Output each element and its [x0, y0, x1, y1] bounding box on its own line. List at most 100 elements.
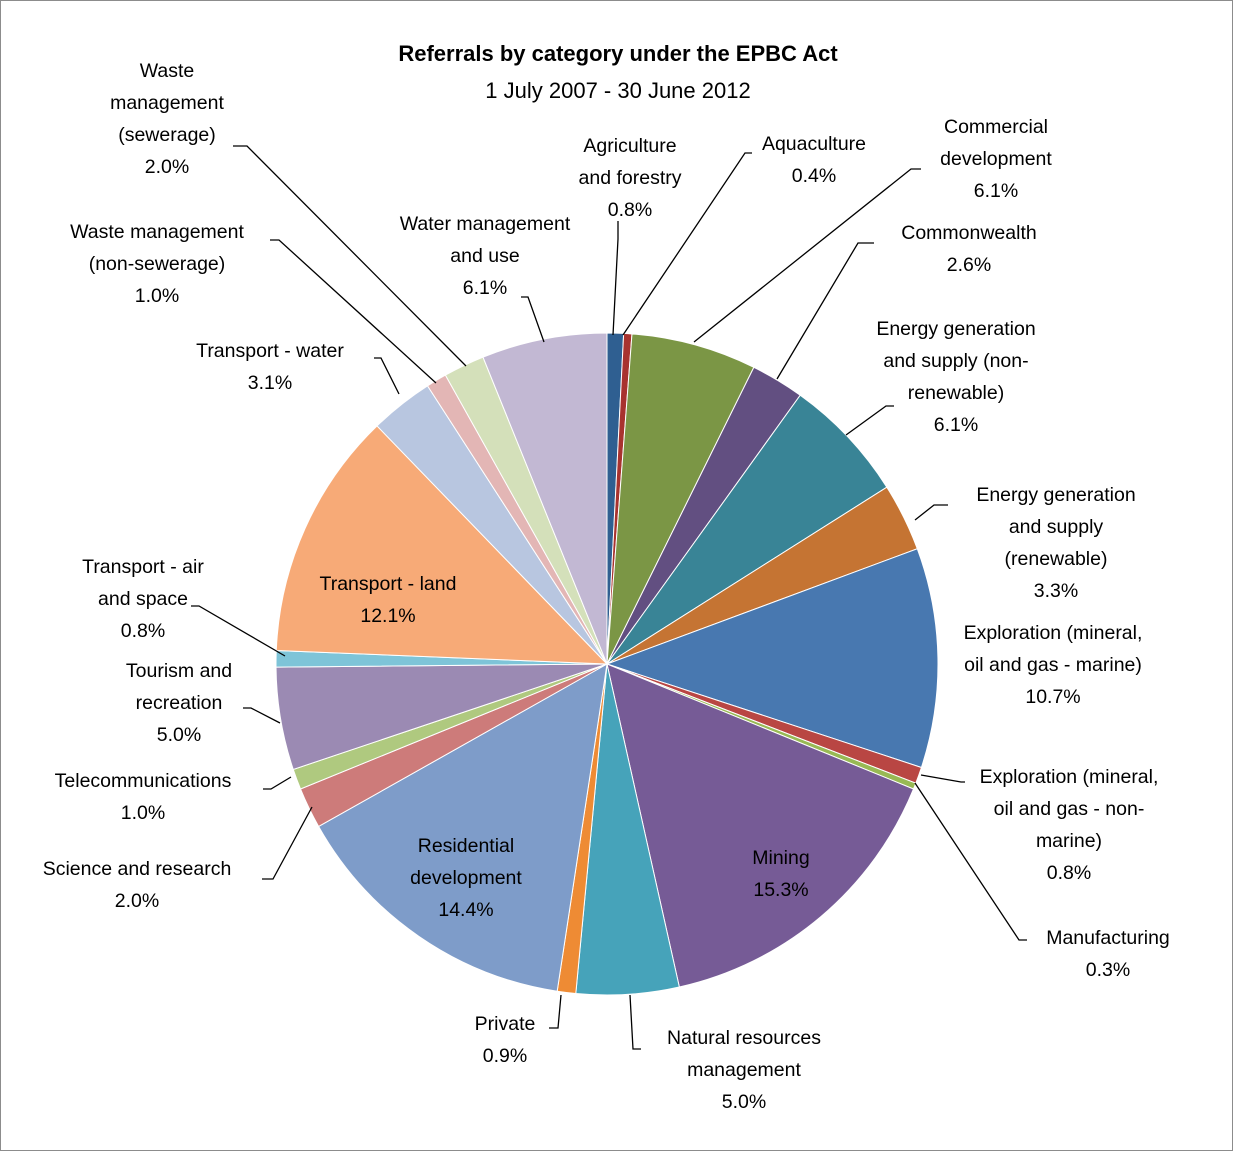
data-label: Exploration (mineral, oil and gas - non-m… [980, 766, 1159, 884]
data-label-line: Transport - land [320, 573, 457, 595]
data-label-line: 14.4% [438, 899, 493, 921]
data-label-line: and supply (non- [883, 350, 1028, 372]
data-label: Science and research 2.0% [43, 858, 232, 912]
data-label-line: 6.1% [934, 414, 978, 436]
data-label-line: recreation [136, 692, 223, 714]
data-label-line: Transport - water [196, 340, 344, 362]
data-label-line: 6.1% [974, 180, 1018, 202]
data-label-line: 2.0% [115, 890, 159, 912]
data-label: Natural resources management 5.0% [667, 1027, 821, 1113]
data-label-line: and forestry [579, 167, 682, 189]
data-label: Telecommunications 1.0% [55, 770, 232, 824]
data-label-line: and use [450, 245, 519, 267]
data-label-line: 5.0% [157, 724, 201, 746]
data-label-line: 0.8% [121, 620, 165, 642]
data-label-line: Exploration (mineral, [964, 622, 1143, 644]
data-label: Agriculture and forestry 0.8% [579, 135, 682, 221]
pie-slice [317, 663, 608, 992]
data-label: Transport - air and space 0.8% [82, 556, 204, 642]
data-label-line: Mining [752, 847, 809, 869]
data-label-line: Science and research [43, 858, 232, 880]
pie-slices [275, 332, 939, 996]
data-label-line: 2.0% [145, 156, 189, 178]
data-label-line: 0.3% [1086, 959, 1130, 981]
data-label: Manufacturing 0.3% [1046, 927, 1170, 981]
data-label: Exploration (mineral, oil and gas - marin… [964, 622, 1143, 708]
data-label-line: 10.7% [1025, 686, 1080, 708]
data-label: Aquaculture 0.4% [762, 133, 866, 187]
data-label-line: (renewable) [1005, 548, 1108, 570]
pie-slice [482, 332, 608, 665]
data-label-line: Residential [418, 835, 514, 857]
data-label-line: management [110, 92, 224, 114]
leader-line [920, 774, 965, 783]
data-label: Water management and use 6.1% [400, 213, 571, 299]
data-label-line: development [940, 148, 1052, 170]
leader-line [521, 296, 545, 343]
leader-line [845, 405, 894, 436]
data-label-line: 0.9% [483, 1045, 527, 1067]
data-label-line: 2.6% [947, 254, 991, 276]
chart-subtitle: 1 July 2007 - 30 June 2012 [485, 78, 750, 103]
data-label: Transport - land 12.1% [320, 573, 457, 627]
data-label-line: 12.1% [360, 605, 415, 627]
leader-line [243, 707, 281, 724]
data-label-line: oil and gas - non- [994, 798, 1145, 820]
pie-slice [606, 394, 888, 665]
data-label-line: 1.0% [135, 285, 179, 307]
data-label-line: Energy generation [876, 318, 1035, 340]
data-label-line: renewable) [908, 382, 1004, 404]
pie-slice [606, 663, 915, 988]
pie-slice [605, 548, 939, 769]
leader-line [262, 806, 313, 880]
data-label-line: and supply [1009, 516, 1104, 538]
leader-line [191, 605, 286, 657]
data-label-line: 3.3% [1034, 580, 1078, 602]
leader-line [693, 168, 921, 343]
leader-line [612, 221, 619, 336]
data-label-line: Waste [140, 60, 195, 82]
leader-line [233, 145, 467, 367]
data-label: Private 0.9% [475, 1013, 536, 1067]
data-label-line: Exploration (mineral, [980, 766, 1159, 788]
data-label-line: Manufacturing [1046, 927, 1170, 949]
data-label-line: 0.4% [792, 165, 836, 187]
leader-line [270, 239, 437, 384]
leader-line [374, 357, 400, 395]
data-label-line: Natural resources [667, 1027, 821, 1049]
data-label-line: Commonwealth [901, 222, 1036, 244]
data-label-line: Telecommunications [55, 770, 232, 792]
data-label-line: 15.3% [753, 879, 808, 901]
data-label-line: 3.1% [248, 372, 292, 394]
data-label-line: (sewerage) [118, 124, 216, 146]
data-label: Tourism and recreation 5.0% [126, 660, 232, 746]
data-label-line: Transport - air [82, 556, 204, 578]
data-label-line: 1.0% [121, 802, 165, 824]
data-label-line: Energy generation [976, 484, 1135, 506]
chart-title: Referrals by category under the EPBC Act [398, 41, 838, 66]
data-label-line: Waste management [70, 221, 244, 243]
data-label: Residential development 14.4% [410, 835, 522, 921]
data-label-line: oil and gas - marine) [964, 654, 1142, 676]
leader-line [263, 776, 292, 790]
data-label: Commercial development 6.1% [940, 116, 1052, 202]
data-label-line: Agriculture [583, 135, 676, 157]
data-label-line: 0.8% [1047, 862, 1091, 884]
leader-line [622, 152, 752, 336]
data-label-line: (non-sewerage) [89, 253, 226, 275]
slice-labels: Agriculture and forestry 0.8% Aquaculture 0.… [43, 60, 1170, 1113]
leader-line [776, 242, 874, 380]
data-label: Waste management (sewerage) 2.0% [110, 60, 224, 178]
data-label: Mining 15.3% [752, 847, 809, 901]
leader-line [914, 782, 1027, 941]
data-label-line: Tourism and [126, 660, 232, 682]
data-label-line: management [687, 1059, 801, 1081]
data-label-line: Aquaculture [762, 133, 866, 155]
data-label-line: development [410, 867, 522, 889]
data-label: Transport - water 3.1% [196, 340, 344, 394]
data-label-line: 0.8% [608, 199, 652, 221]
data-label-line: and space [98, 588, 188, 610]
data-label-line: Water management [400, 213, 571, 235]
